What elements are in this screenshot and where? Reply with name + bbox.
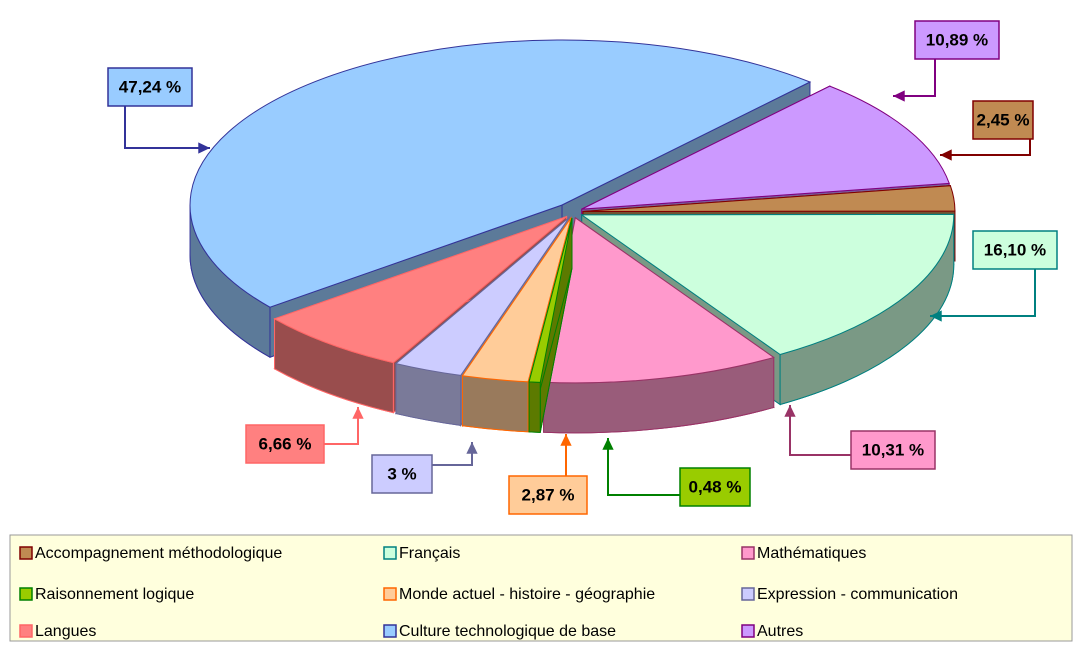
callout-line <box>930 269 1036 317</box>
callout-arrow <box>784 405 796 417</box>
legend-swatch <box>383 624 397 638</box>
label-box <box>107 67 193 107</box>
callout-arrow <box>466 442 478 454</box>
slice-top <box>581 85 950 210</box>
slice-top <box>582 185 956 213</box>
legend-box <box>9 534 1073 642</box>
data-label: 3 % <box>387 464 416 483</box>
slice-side <box>528 381 541 433</box>
legend-swatch <box>383 546 397 560</box>
slice-top <box>580 213 955 356</box>
callout-line <box>893 59 936 97</box>
callout-arrow <box>352 407 364 419</box>
callout-line <box>607 438 680 496</box>
data-label: 16,10 % <box>984 240 1046 259</box>
data-label: 10,89 % <box>926 30 988 49</box>
slice-top <box>461 217 572 383</box>
slice-top <box>189 39 812 308</box>
callout-arrow <box>893 90 905 102</box>
legend-swatch <box>19 587 33 601</box>
callout-line <box>124 106 210 149</box>
data-label: 6,66 % <box>259 434 312 453</box>
data-label: 2,87 % <box>522 485 575 504</box>
data-label: 10,31 % <box>862 440 924 459</box>
label-box <box>972 230 1058 270</box>
callout-line <box>940 139 1031 156</box>
legend-swatch <box>741 587 755 601</box>
legend-swatch <box>383 587 397 601</box>
slice <box>528 217 573 433</box>
callout-arrow <box>940 149 952 161</box>
callout-arrow <box>602 438 614 450</box>
callout-line <box>789 405 851 456</box>
data-label: 2,45 % <box>977 110 1030 129</box>
data-label: 47,24 % <box>119 77 181 96</box>
label-box <box>972 100 1034 140</box>
callout-arrow <box>198 142 210 154</box>
slice-top <box>543 216 775 384</box>
legend-swatch <box>19 546 33 560</box>
label-box <box>371 454 433 494</box>
callout-arrow <box>930 310 942 322</box>
slice-top <box>273 216 567 364</box>
slice-top <box>528 217 573 383</box>
label-box <box>850 430 936 470</box>
callout-arrow <box>560 434 572 446</box>
callout-line <box>432 442 473 466</box>
legend-label: Expression - communication <box>757 586 958 603</box>
legend-label: Raisonnement logique <box>35 586 194 603</box>
label-box <box>679 467 751 507</box>
label-box <box>914 20 1000 60</box>
slice-top <box>394 217 570 376</box>
legend-label: Accompagnement méthodologique <box>35 545 282 562</box>
legend-swatch <box>741 624 755 638</box>
legend-label: Langues <box>35 623 96 640</box>
legend-label: Français <box>399 545 460 562</box>
slice-side <box>461 375 529 433</box>
legend-swatch <box>741 546 755 560</box>
legend-label: Culture technologique de base <box>399 623 616 640</box>
legend-swatch <box>19 624 33 638</box>
legend-label: Monde actuel - histoire - géographie <box>399 586 655 603</box>
slice <box>543 216 775 434</box>
callout-line <box>324 407 359 445</box>
legend-label: Mathématiques <box>757 545 866 562</box>
label-box <box>245 424 325 464</box>
slice <box>189 39 812 359</box>
label-box <box>508 475 588 515</box>
legend-label: Autres <box>757 623 803 640</box>
data-label: 0,48 % <box>689 477 742 496</box>
